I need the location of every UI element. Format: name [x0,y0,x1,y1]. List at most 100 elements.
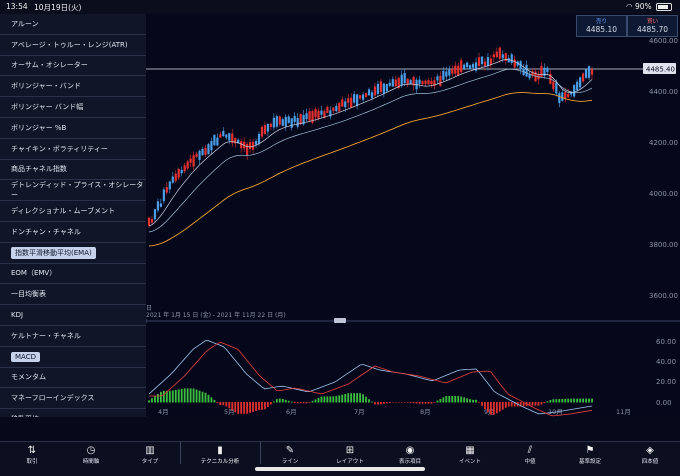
tab-icon: ▮ [217,445,223,456]
menu-item[interactable]: ケルトナー・チャネル [0,326,146,347]
menu-item[interactable]: 指数平滑移動平均(EMA) [0,243,146,264]
menu-item[interactable]: 一目均衡表 [0,284,146,306]
candle-body [471,63,475,68]
tab-item[interactable]: ◈ 四本値 [620,444,680,465]
tab-item[interactable]: ▥ タイプ [120,444,180,465]
candle-body [489,58,493,66]
macd-histogram-bar [228,402,231,409]
menu-item[interactable]: 移動平均 [0,409,146,417]
tab-item[interactable]: ◉ 表示項目 [380,444,440,465]
candle-body [344,101,347,108]
candle-body [296,118,299,127]
chart-area[interactable]: 4600.00 4400.00 4200.00 4000.00 3800.00 3600.… [146,14,680,417]
tab-icon: ◈ [646,445,654,456]
candle-body [204,147,207,155]
macd-histogram-bar [338,395,341,403]
month-label: 4月 [158,408,169,416]
candle-body [388,82,391,86]
menu-item[interactable]: ディレクショナル・ムーブメント [0,201,146,222]
macd-histogram-bar [382,402,385,404]
ask-quote[interactable]: 買い 4485.70 [627,15,678,37]
tab-item[interactable]: ◷ 時間軸 [61,444,121,465]
candle-body [293,115,296,122]
current-price-label: 4485.40 [646,66,675,74]
candle-body [540,65,543,78]
tab-label: 表示項目 [398,459,421,465]
macd-histogram-bar [308,402,311,403]
price-chart[interactable]: 4600.00 4400.00 4200.00 4000.00 3800.00 3600.… [146,14,680,417]
macd-histogram-bar [189,388,192,403]
candle-body [165,187,168,193]
macd-histogram-bar [371,401,373,403]
candle-body [543,67,546,76]
macd-histogram-bar [487,402,489,413]
candle-body [159,203,162,207]
wifi-icon: ◠ [626,2,633,11]
menu-item[interactable]: デトレンディッド・プライス・オシレーター [0,180,146,202]
candle-body [531,71,534,76]
macd-histogram-bar [216,402,219,403]
home-indicator[interactable] [255,467,425,471]
macd-histogram-bar [329,396,332,403]
candle-body [231,133,234,144]
month-label: 9月 [484,408,495,416]
macd-histogram-bar [519,402,522,407]
tab-item[interactable]: ▦ イベント [440,444,500,465]
menu-item[interactable]: アベレージ・トゥルー・レンジ(ATR) [0,35,146,56]
tab-label: レイアウト [336,459,364,465]
tab-item[interactable]: ✎ ライン [260,444,320,465]
tab-item[interactable]: ⚑ 基準設定 [560,444,620,465]
candle-body [168,181,171,190]
candle-body [424,80,427,84]
candle-body [412,77,415,86]
menu-item[interactable]: 商品チャネル指数 [0,160,146,181]
macd-histogram-bar [183,388,186,403]
menu-item[interactable]: ドンチャン・チャネル [0,222,146,243]
menu-item-label: ボリンジャー バンド幅 [11,103,84,112]
macd-histogram-bar [299,402,302,404]
menu-item[interactable]: モメンタム [0,368,146,389]
macd-histogram-bar [498,402,501,412]
macd-histogram-bar [507,402,510,407]
macd-histogram-bar [495,402,498,414]
candle-body [305,113,308,120]
menu-item[interactable]: オーサム・オシレーター [0,56,146,77]
bid-quote[interactable]: 売り 4485.10 [576,15,627,37]
candle-body [454,65,457,74]
tab-item[interactable]: ⇅ 取引 [2,444,62,465]
bid-label: 売り [595,19,607,25]
menu-item[interactable]: EOM（EMV） [0,264,146,285]
candle-body [147,217,151,226]
macd-histogram-bar [522,402,525,407]
candle-body [495,51,498,57]
candle-body [263,125,267,134]
candle-body [201,148,204,156]
indicator-menu: アルーン アベレージ・トゥルー・レンジ(ATR) オーサム・オシレーター ボリンジャー… [0,14,147,417]
menu-item[interactable]: ボリンジャー バンド幅 [0,97,146,118]
candle-body [278,116,281,125]
macd-histogram-bar [296,402,299,404]
candle-body [400,74,403,86]
tab-item[interactable]: ▮ テクニカル分析 [190,444,250,465]
candle-body [546,67,549,73]
candle-body [528,74,531,79]
price-tick-label: 4600.00 [649,37,678,45]
candle-body [427,80,430,85]
macd-histogram-bar [418,402,421,404]
macd-histogram-bar [180,388,183,403]
candle-body [474,62,478,71]
menu-item[interactable]: チャイキン・ボラティリティー [0,139,146,160]
macd-tick-label: 0.00 [656,399,672,407]
tab-item[interactable]: ⊞ レイアウト [320,444,380,465]
tab-item[interactable]: ⫽ 中値 [500,444,560,465]
candle-body [189,158,192,163]
tab-label: 中値 [524,459,536,465]
menu-item[interactable]: アルーン [0,14,146,35]
macd-histogram-bar [561,398,564,403]
macd-histogram-bar [531,402,534,406]
menu-item[interactable]: ボリンジャー %B [0,118,146,139]
menu-item[interactable]: KDJ [0,305,146,326]
menu-item[interactable]: MACD [0,347,146,368]
menu-item[interactable]: ボリンジャー・バンド [0,76,146,98]
menu-item[interactable]: マネーフローインデックス [0,388,146,410]
